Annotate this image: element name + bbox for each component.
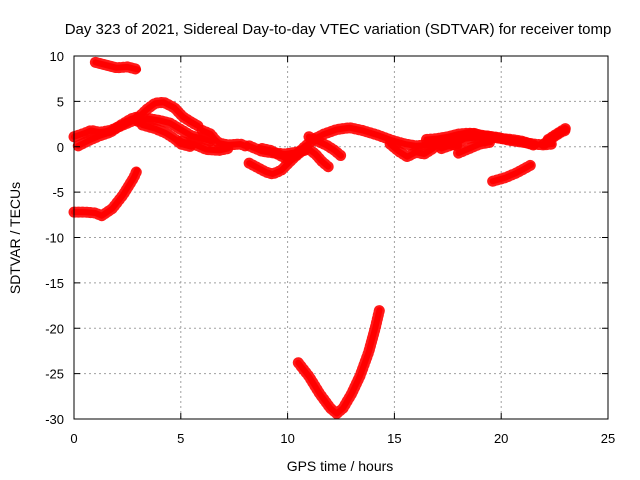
- y-tick-label: -10: [45, 231, 64, 246]
- x-tick-label: 25: [601, 431, 615, 446]
- series-arc-8-markers: [196, 124, 251, 152]
- series-arc-14-markers: [301, 142, 334, 173]
- y-tick-label: -30: [45, 412, 64, 427]
- series-arc-4-markers: [72, 111, 144, 152]
- y-tick-label: -15: [45, 276, 64, 291]
- x-tick-label: 10: [280, 431, 294, 446]
- x-tick-label: 15: [387, 431, 401, 446]
- x-axis-label: GPS time / hours: [287, 458, 394, 474]
- series-layer: [68, 56, 571, 420]
- grid: [74, 56, 608, 419]
- x-tick-label: 5: [177, 431, 184, 446]
- y-tick-label: 10: [50, 49, 64, 64]
- series-arc-17-markers: [435, 130, 558, 155]
- ticks: 0 5 10 15 20 25 10 5 0 -5 -10 -15 -20 -25 -30: [45, 49, 615, 446]
- y-tick-label: 5: [57, 94, 64, 109]
- series-arc-1-markers: [89, 56, 144, 76]
- series-arc-20-markers: [542, 123, 571, 145]
- y-tick-label: -5: [52, 185, 64, 200]
- x-tick-label: 20: [494, 431, 508, 446]
- series-arc-21-markers: [487, 159, 537, 187]
- y-tick-label: -25: [45, 367, 64, 382]
- x-tick-label: 0: [70, 431, 77, 446]
- chart-title: Day 323 of 2021, Sidereal Day-to-day VTE…: [65, 21, 612, 38]
- series-arc-2-markers: [68, 164, 143, 222]
- series-arc-6-markers: [132, 113, 217, 147]
- series-arc-13-markers: [303, 131, 347, 162]
- series-arc-5-markers: [132, 96, 204, 132]
- y-tick-label: -20: [45, 321, 64, 336]
- y-axis-label: SDTVAR / TECUs: [7, 182, 23, 294]
- series-arc-18-markers: [452, 136, 497, 159]
- y-tick-label: 0: [57, 140, 64, 155]
- series-arc-9-markers: [175, 135, 234, 156]
- series-arc-22-markers: [292, 304, 385, 420]
